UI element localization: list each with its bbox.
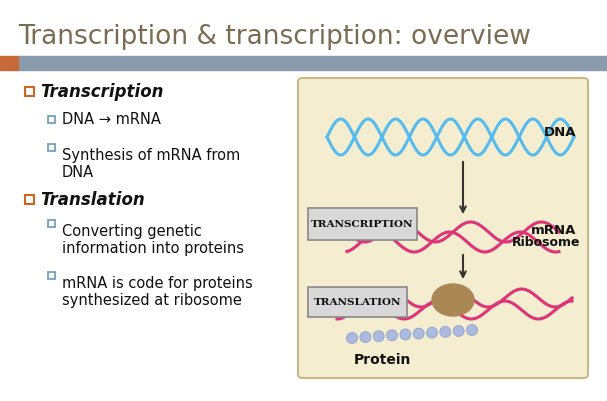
Circle shape (413, 328, 424, 339)
Circle shape (400, 329, 411, 340)
Text: DNA → mRNA: DNA → mRNA (62, 112, 161, 127)
Bar (48, 220, 55, 227)
Bar (48, 116, 55, 123)
Text: Transcription: Transcription (40, 83, 163, 101)
Bar (48, 144, 55, 151)
Circle shape (440, 326, 451, 337)
Circle shape (453, 326, 464, 336)
Circle shape (347, 333, 358, 344)
Text: Converting genetic
information into proteins: Converting genetic information into prot… (62, 223, 244, 256)
Bar (25, 195, 34, 204)
Text: Synthesis of mRNA from
DNA: Synthesis of mRNA from DNA (62, 148, 240, 180)
Bar (0, 57, 18, 71)
Text: Ribosome: Ribosome (512, 236, 580, 249)
FancyBboxPatch shape (298, 79, 588, 378)
Text: Translation: Translation (40, 190, 144, 209)
FancyBboxPatch shape (308, 287, 407, 317)
Text: TRANSLATION: TRANSLATION (314, 298, 401, 307)
Bar (25, 87, 34, 96)
Text: TRANSCRIPTION: TRANSCRIPTION (311, 220, 414, 229)
FancyBboxPatch shape (308, 209, 417, 241)
Ellipse shape (432, 284, 474, 316)
Bar (18, 57, 607, 71)
Circle shape (467, 325, 478, 336)
Text: DNA: DNA (543, 126, 576, 139)
Text: mRNA is code for proteins
synthesized at ribosome: mRNA is code for proteins synthesized at… (62, 275, 253, 308)
Text: Transcription & transcription: overview: Transcription & transcription: overview (18, 24, 531, 50)
Text: mRNA: mRNA (531, 223, 576, 237)
Bar (48, 272, 55, 279)
Text: Protein: Protein (353, 352, 411, 366)
Circle shape (360, 332, 371, 343)
Circle shape (427, 327, 438, 338)
Circle shape (387, 330, 398, 341)
Circle shape (373, 331, 384, 342)
